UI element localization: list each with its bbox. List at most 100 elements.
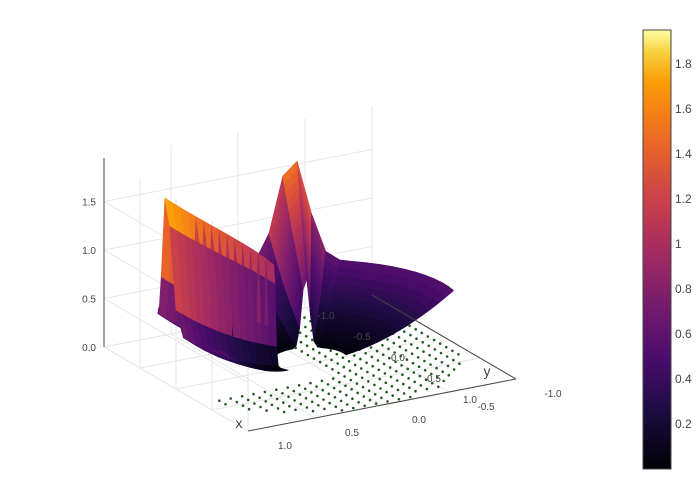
scatter-point [367,380,370,383]
scatter-point [373,393,377,396]
scatter-point [317,404,320,407]
scatter-point [392,341,396,345]
scatter-point [311,347,315,351]
scatter-point [379,387,382,390]
scatter-point [341,356,345,360]
scatter-point [447,373,451,377]
scatter-point [396,388,400,392]
scatter-point [224,403,227,406]
scatter-point [402,392,406,395]
scatter-point [433,348,437,351]
scatter-point [390,385,394,388]
scatter-point [349,378,353,382]
scatter-point [423,359,426,363]
scatter-point [357,401,360,404]
scatter-point [430,372,433,376]
scatter-point [298,331,302,335]
surface-patch [440,285,455,298]
scatter-point [440,361,444,364]
scatter-point [353,363,357,367]
scatter-point [351,397,354,401]
colorbar-tick-label: 0.6 [675,327,692,341]
scatter-point [430,381,434,385]
scatter-point [378,377,382,381]
scatter-point [338,390,342,393]
scatter-point [367,389,371,393]
scatter-point [428,353,431,357]
x-axis-line [371,294,517,380]
scatter-point [331,368,334,371]
scatter-point [397,336,401,339]
x-tick-label: 0.0 [391,353,405,364]
scatter-point [370,355,374,359]
scatter-point [332,386,336,390]
scatter-point [388,356,391,360]
scatter-point [457,353,460,356]
scatter-point [342,365,346,369]
scatter-point [235,400,239,404]
scatter-point [374,402,378,405]
scatter-point [414,389,417,393]
surface-patch [280,369,289,372]
scatter-point [407,377,410,380]
scatter-point [298,393,302,396]
colorbar-tick-label: 1.4 [675,147,692,161]
3d-scene[interactable]: -1.0 -0.5 0.0 0.5 1.0 1.0 0.5 0.0 -0.5 -1.0 0.0 0.5… [82,105,562,452]
scatter-point [381,353,385,357]
z-tick-label: 0.5 [82,295,96,306]
scatter-point [253,402,256,405]
scatter-point [416,356,420,359]
scatter-point [423,369,427,372]
y-tick-label: 0.5 [345,428,359,439]
colorbar-tick-label: 0.8 [675,282,692,296]
scatter-point [339,399,343,403]
scatter-point [419,384,423,387]
scatter-point [354,372,358,376]
y-tick-label: 1.0 [278,441,292,452]
scatter-point [406,367,410,371]
scatter-point [401,373,404,377]
scatter-point [452,358,455,362]
scatter-point [382,362,386,366]
grid-line [103,149,373,202]
scatter-point [408,324,411,328]
scatter-point [344,384,347,388]
scatter-point [334,405,338,409]
scatter-point [437,385,440,389]
scatter-point [287,395,290,399]
scatter-point [434,357,438,361]
scatter-point [265,409,268,412]
scatter-point [309,381,312,385]
scatter-point [400,364,403,367]
scatter-point [451,349,454,353]
scatter-point [259,405,262,409]
scatter-point [275,397,279,401]
scatter-point [397,397,401,401]
scatter-point [376,359,380,362]
scatter-point [241,404,245,408]
scatter-point [276,407,280,410]
scatter-point [385,390,388,394]
scatter-point [458,362,461,366]
scatter-point [436,376,439,379]
scatter-point [303,387,307,391]
scatter-point [294,408,297,412]
z-tick-label: 1.5 [82,198,96,209]
scatter-point [305,344,309,348]
scatter-point [282,410,286,414]
scatter-point [304,335,308,338]
scatter-point [394,360,397,364]
scatter-point [316,394,319,398]
scatter-point [218,399,221,403]
scatter-point [240,395,244,398]
scatter-point [373,383,376,387]
scatter-point [360,376,364,380]
scatter-point [282,401,285,404]
scatter-point [402,382,405,386]
scatter-point [371,364,375,368]
scatter-point [347,360,351,363]
scatter-point [229,397,232,400]
scatter-point [258,396,261,400]
scatter-point [375,349,379,353]
